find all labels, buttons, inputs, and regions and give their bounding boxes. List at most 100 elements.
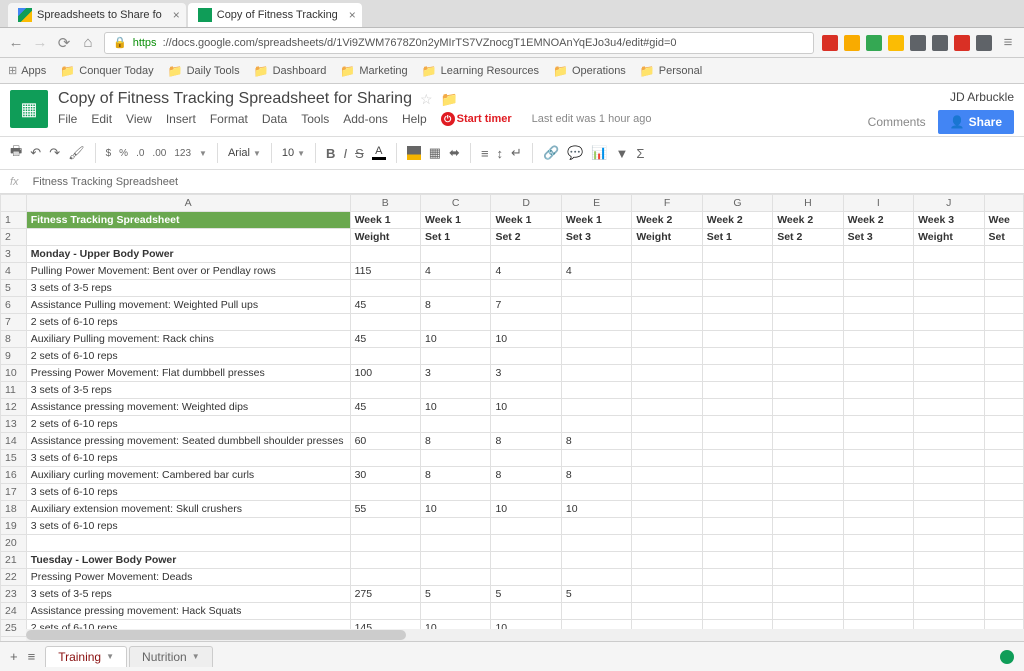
strike-icon[interactable]: S xyxy=(355,146,364,161)
cell[interactable] xyxy=(350,450,420,467)
doc-title[interactable]: Copy of Fitness Tracking Spreadsheet for… xyxy=(58,90,412,108)
extension-icon[interactable] xyxy=(822,35,838,51)
cell[interactable]: 10 xyxy=(491,399,561,416)
cell[interactable]: Week 3 xyxy=(914,212,984,229)
cell[interactable]: Set 1 xyxy=(421,229,491,246)
bookmark-folder[interactable]: 📁Conquer Today xyxy=(60,64,153,78)
extension-icon[interactable] xyxy=(910,35,926,51)
cell[interactable]: 10 xyxy=(421,501,491,518)
row-header[interactable]: 4 xyxy=(1,263,27,280)
cell[interactable] xyxy=(843,535,913,552)
cell[interactable] xyxy=(914,246,984,263)
cell[interactable] xyxy=(914,382,984,399)
filter-icon[interactable]: ▼ xyxy=(616,146,629,161)
cell[interactable] xyxy=(984,467,1024,484)
cell[interactable]: 115 xyxy=(350,263,420,280)
print-icon[interactable]: 🖶 xyxy=(10,142,22,164)
cell[interactable] xyxy=(843,484,913,501)
cell[interactable] xyxy=(561,552,631,569)
cell[interactable] xyxy=(561,314,631,331)
cell[interactable] xyxy=(914,603,984,620)
row-header[interactable]: 24 xyxy=(1,603,27,620)
cell[interactable] xyxy=(914,569,984,586)
extension-icon[interactable] xyxy=(844,35,860,51)
row-header[interactable]: 26 xyxy=(1,637,27,642)
cell[interactable] xyxy=(984,586,1024,603)
close-icon[interactable]: × xyxy=(349,8,356,22)
menu-icon[interactable]: ≡ xyxy=(1000,35,1016,51)
cell[interactable] xyxy=(702,280,772,297)
cell[interactable] xyxy=(773,399,843,416)
cell[interactable]: Pressing Power Movement: Flat dumbbell p… xyxy=(26,365,350,382)
cell[interactable] xyxy=(632,280,702,297)
cell[interactable] xyxy=(491,518,561,535)
cell[interactable] xyxy=(914,586,984,603)
share-button[interactable]: 👤 Share xyxy=(938,110,1014,134)
cell[interactable]: 8 xyxy=(491,433,561,450)
menu-edit[interactable]: Edit xyxy=(91,112,112,126)
cell[interactable]: 45 xyxy=(350,399,420,416)
extension-icon[interactable] xyxy=(888,35,904,51)
cell[interactable] xyxy=(26,535,350,552)
cell[interactable] xyxy=(914,348,984,365)
cell[interactable] xyxy=(773,297,843,314)
row-header[interactable]: 5 xyxy=(1,280,27,297)
column-header[interactable]: G xyxy=(702,195,772,212)
cell[interactable] xyxy=(914,280,984,297)
cell[interactable] xyxy=(702,348,772,365)
cell[interactable] xyxy=(843,569,913,586)
cell[interactable] xyxy=(632,365,702,382)
cell[interactable] xyxy=(702,569,772,586)
cell[interactable] xyxy=(421,280,491,297)
cell[interactable] xyxy=(773,382,843,399)
menu-tools[interactable]: Tools xyxy=(301,112,329,126)
cell[interactable]: 10 xyxy=(421,331,491,348)
cell[interactable] xyxy=(843,382,913,399)
cell[interactable] xyxy=(491,552,561,569)
row-header[interactable]: 17 xyxy=(1,484,27,501)
select-all-cell[interactable] xyxy=(1,195,27,212)
cell[interactable] xyxy=(702,263,772,280)
cell[interactable] xyxy=(632,331,702,348)
cell[interactable] xyxy=(773,501,843,518)
cell[interactable] xyxy=(702,399,772,416)
cell[interactable]: 4 xyxy=(561,263,631,280)
cell[interactable] xyxy=(702,518,772,535)
cell[interactable] xyxy=(632,263,702,280)
cell[interactable] xyxy=(491,246,561,263)
cell[interactable] xyxy=(350,348,420,365)
cell[interactable]: Week 1 xyxy=(350,212,420,229)
cell[interactable]: Assistance pressing movement: Weighted d… xyxy=(26,399,350,416)
format-00[interactable]: .00 xyxy=(152,148,166,159)
cell[interactable] xyxy=(773,416,843,433)
cell[interactable]: 2 sets of 6-10 reps xyxy=(26,348,350,365)
cell[interactable]: Set xyxy=(984,229,1024,246)
row-header[interactable]: 9 xyxy=(1,348,27,365)
menu-help[interactable]: Help xyxy=(402,112,427,126)
cell[interactable] xyxy=(421,246,491,263)
cell[interactable] xyxy=(984,433,1024,450)
cell[interactable] xyxy=(632,467,702,484)
cell[interactable] xyxy=(421,348,491,365)
cell[interactable] xyxy=(843,365,913,382)
cell[interactable]: Week 2 xyxy=(843,212,913,229)
cell[interactable] xyxy=(702,501,772,518)
cell[interactable]: Pulling Power Movement: Bent over or Pen… xyxy=(26,263,350,280)
row-header[interactable]: 18 xyxy=(1,501,27,518)
cell[interactable] xyxy=(561,399,631,416)
cell[interactable] xyxy=(632,399,702,416)
cell[interactable] xyxy=(632,535,702,552)
cell[interactable] xyxy=(914,518,984,535)
wrap-icon[interactable]: ↵ xyxy=(511,145,522,161)
sheets-logo-icon[interactable]: ▦ xyxy=(10,90,48,128)
cell[interactable]: Weight xyxy=(914,229,984,246)
row-header[interactable]: 19 xyxy=(1,518,27,535)
cell[interactable] xyxy=(773,280,843,297)
cell[interactable]: 100 xyxy=(350,365,420,382)
cell[interactable] xyxy=(984,246,1024,263)
user-name[interactable]: JD Arbuckle xyxy=(950,90,1014,104)
browser-tab-active[interactable]: Copy of Fitness Tracking × xyxy=(188,3,362,27)
cell[interactable]: Weight xyxy=(350,229,420,246)
cell[interactable]: 7 xyxy=(491,297,561,314)
cell[interactable] xyxy=(632,297,702,314)
